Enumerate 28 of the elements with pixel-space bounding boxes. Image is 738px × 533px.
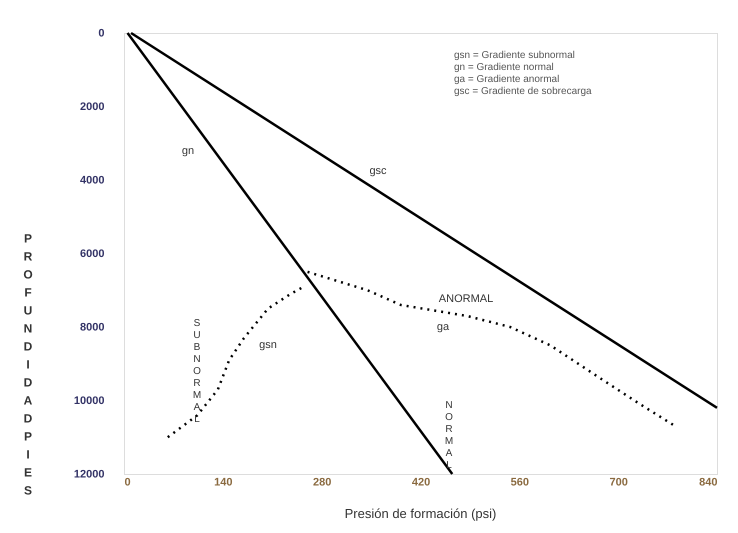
x-tick-label: 560 <box>510 476 530 488</box>
x-tick-label: 0 <box>124 476 131 488</box>
annotation: gsn <box>259 339 277 351</box>
annotation: gn = Gradiente normal <box>454 62 554 73</box>
text: SUB <box>193 318 201 353</box>
annotation: ga = Gradiente anormal <box>454 74 560 85</box>
x-tick-label: 420 <box>412 476 430 488</box>
y-tick-label: 8000 <box>80 322 104 334</box>
annotation: gn <box>182 145 194 157</box>
text: PROFUNDIDAD PIES <box>23 232 33 498</box>
x-tick-label: 140 <box>214 476 233 488</box>
x-axis-title: Presión de formación (psi) <box>344 506 496 521</box>
y-tick-label: 2000 <box>80 101 104 113</box>
x-tick-label: 280 <box>312 476 332 488</box>
x-tick-label: 840 <box>699 476 718 488</box>
annotation: gsc = Gradiente de sobrecarga <box>454 86 592 97</box>
y-tick-label: 12000 <box>74 468 104 480</box>
annotation: NORMAL <box>192 354 202 425</box>
annotation: ANORMAL <box>438 293 494 305</box>
annotation: gsn = Gradiente subnormal <box>454 50 575 61</box>
annotation: ga <box>436 321 450 333</box>
y-tick-label: 6000 <box>80 248 104 260</box>
text: NORMAL <box>444 400 454 471</box>
y-tick-label: 10000 <box>74 395 104 407</box>
x-tick-label: 700 <box>609 476 628 488</box>
y-tick-label: 4000 <box>80 174 104 186</box>
y-tick-label: 0 <box>98 28 104 40</box>
annotation: gsc <box>369 165 388 177</box>
